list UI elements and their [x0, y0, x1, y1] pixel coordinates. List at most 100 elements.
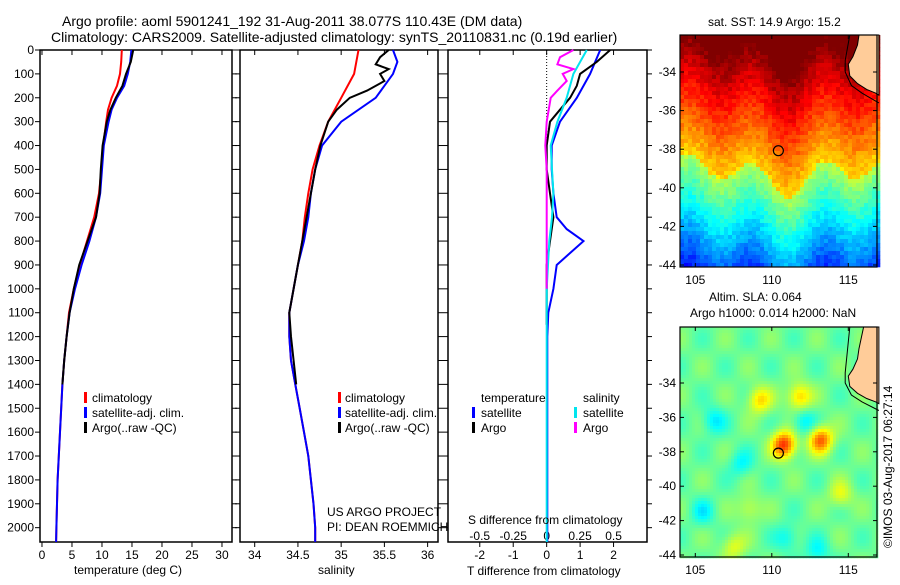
map-cell	[740, 396, 743, 399]
map-cell	[686, 357, 689, 360]
map-cell	[776, 369, 779, 372]
map-cell	[748, 191, 752, 195]
map-cell	[852, 203, 856, 207]
map-cell	[827, 369, 830, 372]
map-cell	[744, 75, 748, 79]
map-cell	[808, 227, 812, 231]
map-cell	[712, 139, 716, 143]
map-cell	[779, 366, 782, 369]
series-line-t-satellite	[547, 50, 600, 542]
map-cell	[852, 143, 856, 147]
map-cell	[764, 227, 768, 231]
map-cell	[748, 159, 752, 163]
map-cell	[696, 147, 700, 151]
map-cell	[725, 381, 728, 384]
map-cell	[820, 47, 824, 51]
map-cell	[695, 402, 698, 405]
map-cell	[704, 351, 707, 354]
map-cell	[820, 83, 824, 87]
map-cell	[720, 79, 724, 83]
map-cell	[848, 199, 852, 203]
map-cell	[704, 79, 708, 83]
map-cell	[840, 195, 844, 199]
map-cell	[824, 239, 828, 243]
map-cell	[736, 207, 740, 211]
map-cell	[848, 207, 852, 211]
map-cell	[828, 187, 832, 191]
legend-t-argo: Argo	[481, 421, 507, 435]
map-cell	[818, 402, 821, 405]
map-cell	[760, 207, 764, 211]
map-cell	[796, 83, 800, 87]
map-cell	[725, 393, 728, 396]
map-cell	[782, 396, 785, 399]
map-cell	[833, 390, 836, 393]
map-cell	[796, 199, 800, 203]
lon-tick-label: 110	[762, 273, 781, 287]
map-cell	[791, 366, 794, 369]
map-cell	[832, 35, 836, 39]
map-cell	[708, 167, 712, 171]
map-cell	[708, 163, 712, 167]
map-cell	[792, 75, 796, 79]
map-cell	[760, 111, 764, 115]
map-cell	[768, 171, 772, 175]
map-cell	[832, 187, 836, 191]
map-cell	[704, 227, 708, 231]
map-cell	[744, 103, 748, 107]
map-cell	[840, 47, 844, 51]
map-cell	[780, 219, 784, 223]
map-cell	[784, 171, 788, 175]
map-cell	[840, 75, 844, 79]
map-cell	[808, 91, 812, 95]
map-cell	[720, 135, 724, 139]
map-cell	[824, 55, 828, 59]
map-cell	[764, 396, 767, 399]
map-cell	[737, 381, 740, 384]
map-cell	[712, 207, 716, 211]
map-cell	[792, 115, 796, 119]
map-cell	[868, 119, 872, 123]
map-cell	[800, 215, 804, 219]
map-cell	[768, 67, 772, 71]
map-cell	[836, 103, 840, 107]
map-cell	[809, 342, 812, 345]
map-cell	[806, 405, 809, 408]
x-tick-label: 1	[577, 548, 584, 562]
map-cell	[710, 360, 713, 363]
map-cell	[760, 131, 764, 135]
map-cell	[808, 203, 812, 207]
map-cell	[785, 390, 788, 393]
map-cell	[804, 127, 808, 131]
map-cell	[803, 387, 806, 390]
map-cell	[820, 51, 824, 55]
map-cell	[732, 63, 736, 67]
map-cell	[796, 179, 800, 183]
map-cell	[748, 227, 752, 231]
map-cell	[780, 55, 784, 59]
map-cell	[792, 39, 796, 43]
map-cell	[680, 243, 684, 247]
map-cell	[683, 393, 686, 396]
map-cell	[760, 211, 764, 215]
map-cell	[760, 107, 764, 111]
map-cell	[860, 119, 864, 123]
map-cell	[692, 95, 696, 99]
map-cell	[732, 119, 736, 123]
map-cell	[746, 384, 749, 387]
map-cell	[700, 207, 704, 211]
map-cell	[716, 143, 720, 147]
map-cell	[857, 405, 860, 408]
map-cell	[840, 159, 844, 163]
map-cell	[688, 223, 692, 227]
map-cell	[812, 103, 816, 107]
map-cell	[764, 187, 768, 191]
map-cell	[746, 330, 749, 333]
map-cell	[836, 336, 839, 339]
map-cell	[820, 63, 824, 67]
legend-climatology: climatology	[345, 391, 405, 405]
map-cell	[812, 79, 816, 83]
map-cell	[804, 251, 808, 255]
map-cell	[844, 179, 848, 183]
map-cell	[756, 159, 760, 163]
